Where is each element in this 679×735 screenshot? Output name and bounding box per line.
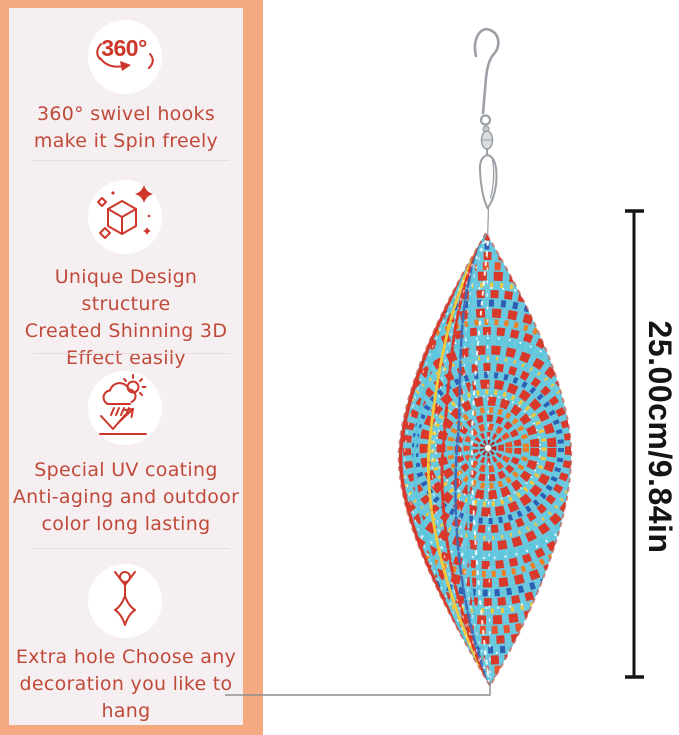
divider	[33, 353, 230, 354]
feature-line: Unique Design structure	[54, 266, 198, 315]
feature-text-hang: Extra hole Choose any decoration you lik…	[9, 644, 243, 725]
feature-line: decoration you like to	[19, 673, 233, 695]
hang-decoration-icon	[88, 564, 162, 638]
divider	[33, 160, 230, 161]
connector-line	[225, 681, 491, 696]
spinner-pattern	[398, 233, 572, 686]
spinner-blades	[398, 233, 495, 686]
feature-line: Created Shinning 3D	[24, 320, 228, 342]
highlight-stitches	[470, 241, 491, 685]
measurement-line	[625, 209, 644, 679]
feature-line: Anti-aging and outdoor	[12, 486, 240, 508]
sun-cloud-rays	[99, 374, 147, 435]
shiny-box-icon	[88, 180, 162, 254]
feature-text-design: Unique Design structure Created Shinning…	[9, 264, 243, 372]
feature-line: Effect easily	[66, 347, 186, 369]
sparkle-rings	[398, 242, 572, 654]
spinner-center	[484, 444, 492, 452]
feature-line: Extra hole Choose any	[15, 646, 237, 668]
shiny-box-icon-art	[97, 185, 153, 239]
feature-panel-inner: 360° 360° swivel hooks make it Spin free…	[9, 8, 243, 725]
measurement-label: 25.00cm/9.84in	[642, 321, 678, 554]
mandala-rings	[398, 233, 572, 684]
badge-360-text: 360°	[101, 35, 147, 61]
swivel-clip	[478, 153, 498, 242]
sparkles	[111, 185, 153, 235]
arrowhead	[120, 61, 131, 71]
feature-line: 360° swivel hooks	[36, 103, 216, 125]
feature-text-uv: Special UV coating Anti-aging and outdoo…	[9, 457, 243, 538]
feature-text-swivel: 360° swivel hooks make it Spin freely	[9, 101, 243, 155]
swivel-360-icon: 360°	[88, 20, 162, 94]
uv-coating-icon-art	[99, 374, 147, 435]
uv-coating-icon	[88, 371, 162, 445]
spinner-scalloped-edge	[397, 231, 573, 688]
hanging-hook	[473, 27, 500, 157]
feature-line: hang	[101, 700, 151, 722]
divider	[33, 548, 230, 549]
feature-line: Special UV coating	[34, 459, 218, 481]
feature-line: color long lasting	[41, 513, 211, 535]
figure-and-diamond	[114, 571, 136, 626]
wind-spinner	[397, 231, 573, 688]
feature-line: make it Spin freely	[33, 130, 219, 152]
swivel-360-icon-art: 360°	[96, 35, 154, 71]
hang-decoration-icon-art	[114, 571, 136, 626]
feature-panel: 360° 360° swivel hooks make it Spin free…	[0, 0, 263, 735]
cube-outline	[97, 197, 137, 239]
